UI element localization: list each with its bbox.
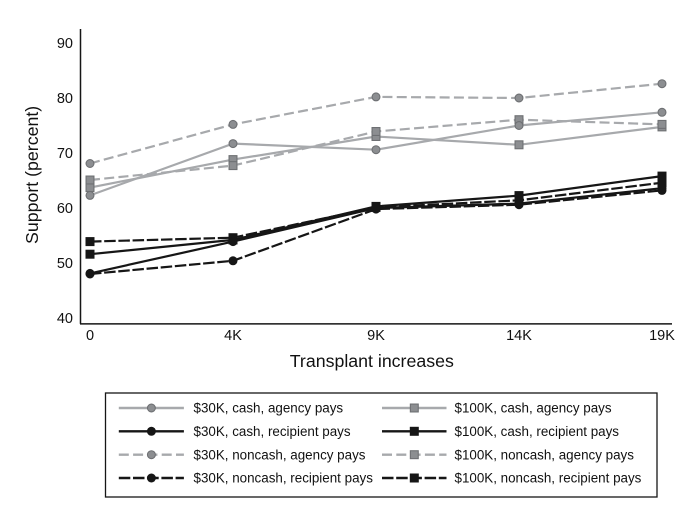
svg-text:$100K, cash, recipient pays: $100K, cash, recipient pays: [455, 424, 620, 439]
svg-text:80: 80: [57, 91, 73, 107]
svg-text:0: 0: [86, 328, 94, 344]
svg-text:40: 40: [57, 311, 73, 327]
svg-text:$30K, noncash, agency pays: $30K, noncash, agency pays: [194, 447, 366, 462]
svg-text:Support (percent): Support (percent): [22, 106, 42, 244]
svg-text:$100K, noncash, agency pays: $100K, noncash, agency pays: [455, 447, 635, 462]
svg-text:$100K, noncash, recipient pays: $100K, noncash, recipient pays: [455, 471, 642, 486]
svg-text:60: 60: [57, 201, 73, 217]
svg-text:$100K, cash, agency pays: $100K, cash, agency pays: [455, 401, 612, 416]
svg-text:14K: 14K: [506, 328, 532, 344]
svg-text:9K: 9K: [367, 328, 385, 344]
svg-text:Transplant increases: Transplant increases: [290, 351, 454, 371]
svg-text:90: 90: [57, 36, 73, 52]
svg-text:$30K, cash, agency pays: $30K, cash, agency pays: [194, 401, 344, 416]
svg-text:70: 70: [57, 146, 73, 162]
svg-text:$30K, noncash, recipient pays: $30K, noncash, recipient pays: [194, 471, 374, 486]
svg-text:50: 50: [57, 256, 73, 272]
svg-text:19K: 19K: [649, 328, 675, 344]
svg-text:4K: 4K: [224, 328, 242, 344]
svg-text:$30K, cash, recipient pays: $30K, cash, recipient pays: [194, 424, 351, 439]
